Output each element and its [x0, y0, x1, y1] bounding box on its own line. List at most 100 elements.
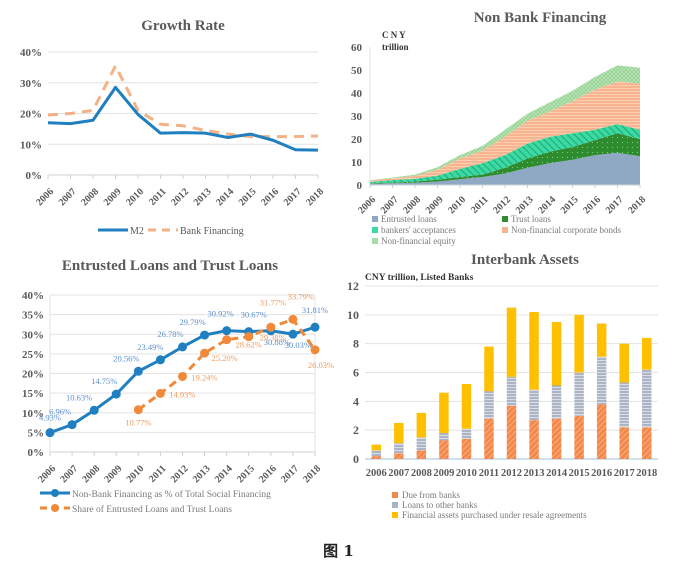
unit-label: C N Y — [382, 30, 406, 40]
y-tick-label: 20 — [351, 134, 363, 146]
data-label: 4.93% — [39, 413, 61, 423]
legend-label: Financial assets purchased under resale … — [402, 510, 587, 520]
legend-swatch — [392, 502, 398, 508]
data-point-entrusted-trust-share — [288, 314, 298, 324]
bar-financial-assets-resale — [394, 422, 404, 444]
y-tick-label: 15% — [22, 388, 44, 400]
x-tick-label: 2016 — [257, 463, 279, 485]
bar-loans-to-other-banks — [574, 372, 584, 416]
data-label: 26.78% — [157, 329, 183, 339]
bar-financial-assets-resale — [439, 392, 449, 434]
bar-due-from-banks — [394, 453, 404, 459]
data-point-non-bank-share — [155, 355, 165, 365]
x-tick-label: 2007 — [57, 186, 79, 208]
x-tick-label: 2007 — [379, 194, 401, 216]
bar-financial-assets-resale — [416, 412, 427, 438]
legend-label: bankers' acceptances — [381, 225, 456, 235]
legend-marker — [51, 489, 59, 497]
area-corporate-bonds — [370, 81, 640, 183]
data-point-entrusted-trust-share — [222, 335, 232, 345]
bar-financial-assets-resale — [619, 343, 629, 383]
figure-caption: 图 1 — [323, 542, 354, 560]
y-tick-label: 20% — [20, 109, 42, 121]
x-tick-label: 2009 — [424, 194, 446, 216]
data-point-non-bank-share — [133, 366, 143, 376]
chart-title: Interbank Assets — [471, 252, 579, 268]
data-label: 14.75% — [91, 376, 117, 386]
data-label: 19.24% — [191, 372, 217, 382]
y-tick-label: 0 — [357, 180, 363, 192]
y-tick-label: 25% — [22, 349, 44, 361]
x-tick-label: 2009 — [433, 468, 454, 479]
x-tick-label: 2017 — [604, 194, 626, 216]
legend-label: M2 — [130, 226, 144, 237]
x-tick-label: 2012 — [169, 463, 191, 485]
bar-loans-to-other-banks — [394, 443, 404, 454]
x-tick-label: 2010 — [125, 463, 147, 485]
x-tick-label: 2017 — [614, 468, 635, 479]
x-tick-label: 2008 — [401, 194, 423, 216]
data-point-non-bank-share — [89, 405, 99, 415]
legend-label: Non-financial corporate bonds — [511, 225, 621, 235]
y-tick-label: 8 — [353, 337, 359, 351]
data-label: 26.03% — [308, 360, 334, 370]
bar-financial-assets-resale — [574, 314, 584, 373]
chart-title: Non Bank Financing — [474, 10, 607, 26]
unit-label: trillion — [382, 42, 409, 52]
legend-label: Non-financial equity — [381, 236, 456, 246]
x-tick-label: 2016 — [581, 194, 603, 216]
y-tick-label: 30% — [20, 78, 42, 90]
chart-subtitle: CNY trillion, Listed Banks — [365, 273, 474, 283]
data-point-entrusted-trust-share — [310, 345, 320, 355]
bar-due-from-banks — [371, 456, 382, 459]
x-tick-label: 2015 — [237, 186, 259, 208]
y-tick-label: 10 — [351, 157, 363, 169]
legend-swatch — [392, 512, 398, 518]
x-tick-label: 2006 — [34, 186, 56, 208]
data-point-non-bank-share — [222, 326, 232, 336]
bar-loans-to-other-banks — [416, 437, 427, 451]
x-tick-label: 2017 — [279, 463, 301, 485]
y-tick-label: 30 — [351, 111, 363, 123]
y-tick-label: 10% — [22, 408, 44, 420]
y-tick-label: 40% — [20, 47, 42, 59]
bar-financial-assets-resale — [551, 322, 562, 386]
x-tick-label: 2014 — [536, 194, 558, 216]
y-tick-label: 12 — [347, 279, 359, 293]
bar-loans-to-other-banks — [529, 389, 539, 421]
x-tick-label: 2011 — [479, 468, 499, 479]
y-tick-label: 0 — [353, 452, 359, 466]
legend-swatch — [502, 216, 508, 222]
data-label: 6.96% — [49, 407, 71, 417]
y-tick-label: 50 — [351, 65, 363, 77]
x-tick-label: 2006 — [356, 194, 378, 216]
y-tick-label: 0% — [26, 170, 43, 182]
x-tick-label: 2018 — [301, 463, 323, 485]
bar-financial-assets-resale — [641, 337, 652, 370]
y-tick-label: 35% — [22, 310, 44, 322]
legend-swatch — [372, 216, 378, 222]
x-tick-label: 2006 — [36, 463, 58, 485]
x-tick-label: 2016 — [259, 186, 281, 208]
y-tick-label: 20% — [22, 369, 44, 381]
x-tick-label: 2017 — [282, 186, 304, 208]
data-point-entrusted-trust-share — [200, 348, 210, 358]
bar-loans-to-other-banks — [484, 391, 494, 419]
legend-label: Bank Financing — [180, 226, 244, 237]
data-label: 30.88% — [264, 337, 290, 347]
data-label: 20.56% — [113, 353, 139, 363]
series-line-bank-financing — [47, 64, 319, 139]
x-tick-label: 2011 — [469, 194, 491, 216]
x-tick-label: 2010 — [124, 186, 146, 208]
series-line-m2 — [47, 85, 319, 152]
bar-due-from-banks — [484, 418, 494, 459]
y-tick-label: 5% — [28, 427, 45, 439]
bar-due-from-banks — [596, 404, 607, 459]
y-tick-label: 6 — [353, 366, 359, 380]
data-point-entrusted-trust-share — [133, 405, 143, 415]
x-tick-label: 2018 — [636, 468, 657, 479]
x-tick-label: 2009 — [102, 186, 124, 208]
data-point-non-bank-share — [288, 329, 298, 339]
x-tick-label: 2012 — [169, 186, 191, 208]
x-tick-label: 2015 — [569, 468, 590, 479]
